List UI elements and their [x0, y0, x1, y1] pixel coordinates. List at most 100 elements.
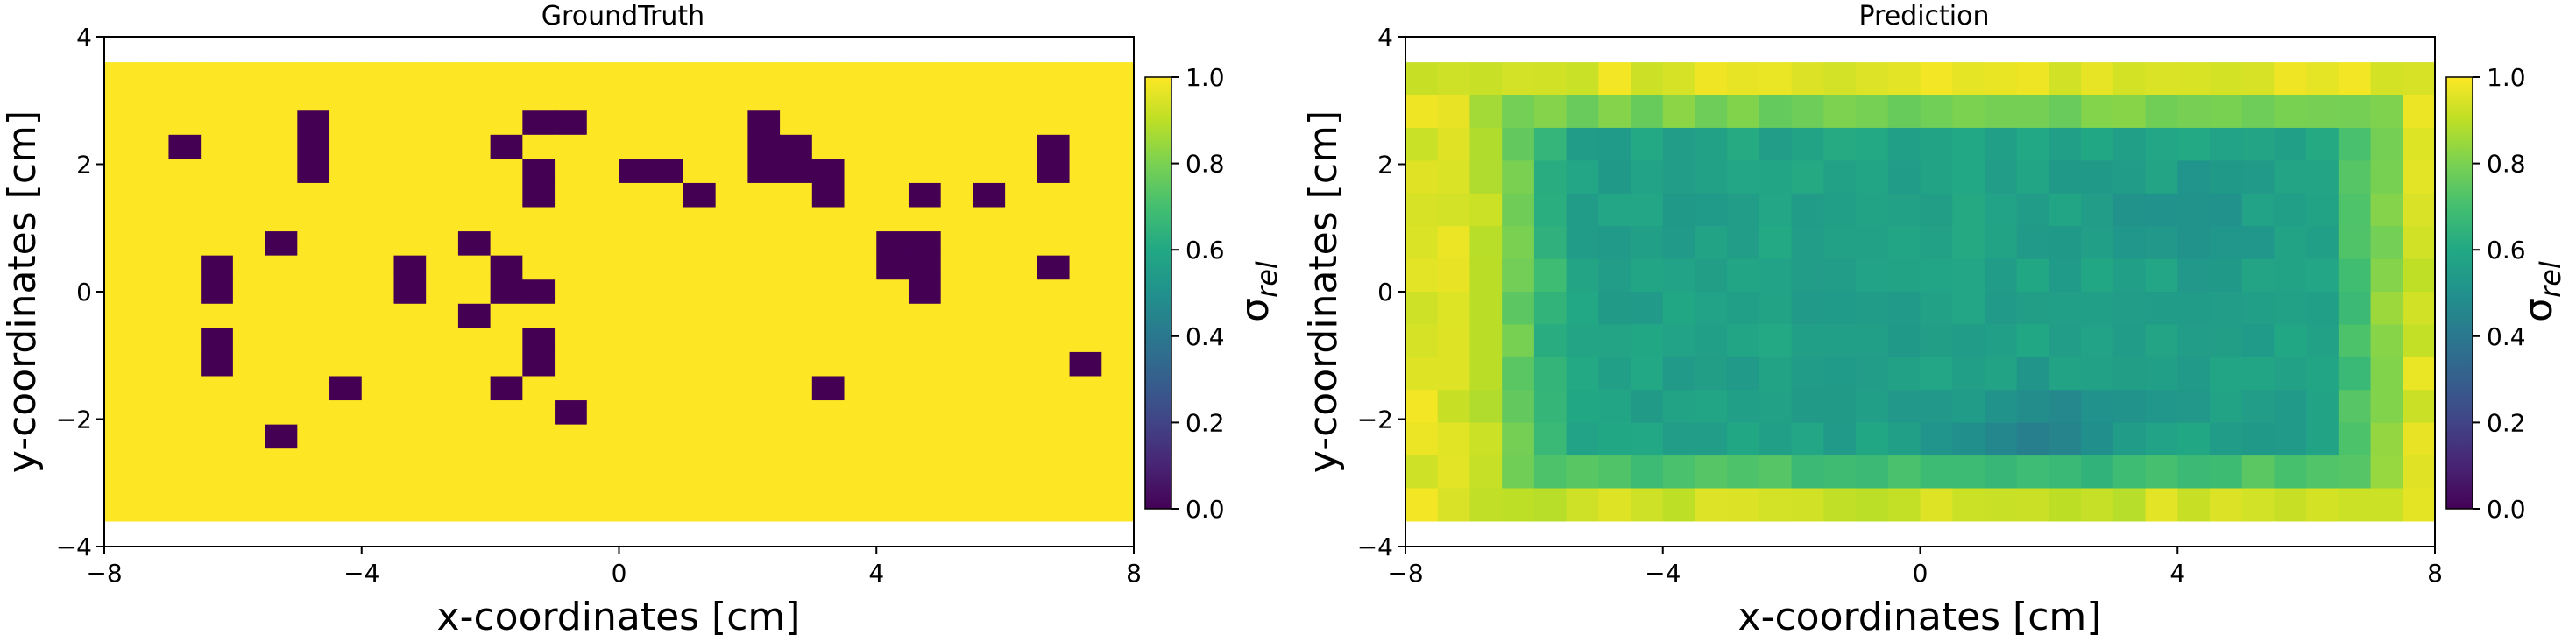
- heatmap-cell: [1469, 292, 1503, 326]
- heatmap-cell: [1984, 324, 2018, 358]
- heatmap-cell: [2241, 95, 2275, 129]
- heatmap-cell: [1437, 324, 1471, 358]
- heatmap-cell: [811, 110, 846, 136]
- colorbar-tick-label: 0.2: [1185, 408, 1225, 437]
- heatmap-cell: [490, 134, 523, 159]
- heatmap-cell: [2306, 193, 2339, 227]
- heatmap-cell: [715, 376, 748, 401]
- heatmap-cell: [426, 182, 459, 208]
- heatmap-cell: [683, 472, 717, 497]
- heatmap-cell: [457, 497, 492, 522]
- heatmap-cell: [1533, 292, 1568, 326]
- heatmap-cell: [651, 448, 684, 474]
- heatmap-cell: [329, 424, 363, 449]
- heatmap-cell: [490, 182, 523, 208]
- heatmap-cell: [1037, 62, 1071, 88]
- heatmap-cell: [201, 279, 234, 305]
- heatmap-cell: [1662, 258, 1696, 293]
- heatmap-cell: [876, 351, 909, 377]
- heatmap-cell: [811, 62, 846, 88]
- heatmap-cell: [1887, 193, 1921, 227]
- heatmap-cell: [1005, 182, 1038, 208]
- heatmap-cell: [1631, 193, 1664, 227]
- heatmap-cell: [811, 351, 846, 377]
- heatmap-cell: [490, 62, 523, 88]
- heatmap-cell: [747, 182, 781, 208]
- heatmap-cell: [2338, 455, 2372, 490]
- heatmap-cell: [426, 328, 459, 353]
- heatmap-cell: [522, 328, 556, 353]
- heatmap-cell: [555, 134, 588, 159]
- heatmap-cell: [457, 134, 492, 159]
- heatmap-cell: [876, 159, 909, 184]
- heatmap-cell: [780, 182, 813, 208]
- prediction-xlabel: x-coordinates [cm]: [1738, 595, 2102, 639]
- heatmap-cell: [1791, 292, 1824, 326]
- heatmap-cell: [1405, 488, 1439, 522]
- heatmap-cell: [2112, 356, 2147, 391]
- heatmap-cell: [2209, 356, 2243, 391]
- heatmap-cell: [876, 472, 909, 497]
- heatmap-cell: [973, 231, 1006, 257]
- heatmap-cell: [1502, 324, 1535, 358]
- heatmap-cell: [908, 424, 942, 449]
- heatmap-cell: [1791, 422, 1824, 456]
- heatmap-cell: [1598, 226, 1631, 260]
- prediction-x-ticks: −8 −4 0 4 8: [1387, 547, 2443, 588]
- heatmap-cell: [1037, 182, 1071, 208]
- heatmap-cell: [1502, 226, 1535, 260]
- heatmap-cell: [1952, 160, 1985, 194]
- heatmap-cell: [1005, 231, 1038, 257]
- heatmap-cell: [1469, 62, 1503, 96]
- heatmap-cell: [876, 400, 909, 426]
- heatmap-cell: [1952, 127, 1985, 161]
- heatmap-cell: [1791, 160, 1824, 194]
- colorbar-tick-label: 0.4: [2487, 322, 2526, 351]
- heatmap-cell: [1005, 159, 1038, 184]
- groundtruth-title: GroundTruth: [541, 1, 704, 32]
- heatmap-cell: [651, 400, 684, 426]
- heatmap-cell: [457, 279, 492, 305]
- heatmap-cell: [747, 159, 781, 184]
- heatmap-cell: [1101, 328, 1135, 353]
- heatmap-cell: [876, 134, 909, 159]
- heatmap-cell: [1823, 160, 1857, 194]
- heatmap-cell: [940, 472, 974, 497]
- heatmap-cell: [201, 351, 234, 377]
- heatmap-cell: [2145, 488, 2178, 522]
- y-tick-label: 2: [76, 151, 92, 180]
- heatmap-cell: [265, 351, 298, 377]
- heatmap-cell: [940, 303, 974, 328]
- heatmap-cell: [136, 448, 170, 474]
- heatmap-cell: [1791, 390, 1824, 424]
- heatmap-cell: [2241, 62, 2275, 96]
- heatmap-cell: [715, 182, 748, 208]
- heatmap-cell: [1887, 95, 1921, 129]
- heatmap-cell: [747, 231, 781, 257]
- heatmap-cell: [876, 376, 909, 401]
- heatmap-cell: [876, 448, 909, 474]
- heatmap-cell: [651, 231, 684, 257]
- heatmap-cell: [1856, 127, 1889, 161]
- heatmap-cell: [908, 182, 942, 208]
- heatmap-cell: [1069, 448, 1102, 474]
- heatmap-cell: [1037, 376, 1071, 401]
- heatmap-cell: [490, 231, 523, 257]
- heatmap-cell: [1598, 193, 1631, 227]
- heatmap-cell: [651, 134, 684, 159]
- heatmap-cell: [1662, 422, 1696, 456]
- heatmap-cell: [136, 134, 170, 159]
- heatmap-cell: [168, 159, 202, 184]
- heatmap-cell: [1533, 356, 1568, 391]
- heatmap-cell: [555, 448, 588, 474]
- heatmap-cell: [1984, 258, 2018, 293]
- heatmap-cell: [715, 303, 748, 328]
- heatmap-cell: [1598, 422, 1631, 456]
- heatmap-cell: [297, 86, 330, 111]
- heatmap-cell: [1759, 292, 1793, 326]
- heatmap-cell: [2081, 258, 2114, 293]
- heatmap-cell: [2081, 455, 2114, 490]
- heatmap-cell: [2306, 324, 2339, 358]
- heatmap-cell: [1952, 292, 1985, 326]
